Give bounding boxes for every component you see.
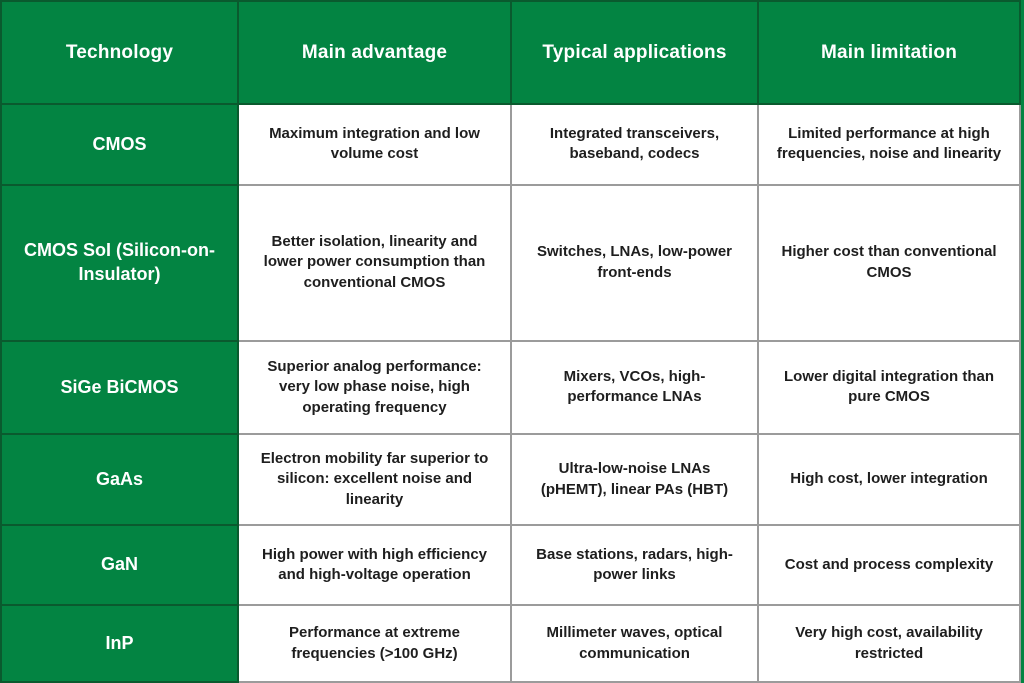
advantage-cell: High power with high efficiency and high…	[237, 523, 512, 607]
applications-cell: Integrated transceivers, baseband, codec…	[510, 103, 759, 186]
table-row: CMOS SoI (Silicon-on-Insulator) Better is…	[0, 183, 1021, 342]
applications-cell: Millimeter waves, optical communication	[510, 604, 759, 683]
applications-cell: Switches, LNAs, low-power front-ends	[510, 183, 759, 342]
table-row: SiGe BiCMOS Superior analog performance: …	[0, 339, 1021, 436]
column-header-typical-applications: Typical applications	[510, 0, 759, 105]
applications-cell: Mixers, VCOs, high-performance LNAs	[510, 339, 759, 436]
technology-cell: GaN	[0, 523, 239, 607]
limitation-cell: High cost, lower integration	[757, 433, 1021, 526]
technology-cell: InP	[0, 604, 239, 683]
advantage-cell: Electron mobility far superior to silico…	[237, 433, 512, 526]
applications-cell: Base stations, radars, high-power links	[510, 523, 759, 607]
table-row: InP Performance at extreme frequencies (>…	[0, 604, 1021, 683]
technology-cell: CMOS	[0, 103, 239, 186]
applications-cell: Ultra-low-noise LNAs (pHEMT), linear PAs…	[510, 433, 759, 526]
limitation-cell: Higher cost than conventional CMOS	[757, 183, 1021, 342]
technology-cell: GaAs	[0, 433, 239, 526]
technology-cell: CMOS SoI (Silicon-on-Insulator)	[0, 183, 239, 342]
advantage-cell: Superior analog performance: very low ph…	[237, 339, 512, 436]
column-header-main-limitation: Main limitation	[757, 0, 1021, 105]
limitation-cell: Very high cost, availability restricted	[757, 604, 1021, 683]
column-header-main-advantage: Main advantage	[237, 0, 512, 105]
limitation-cell: Limited performance at high frequencies,…	[757, 103, 1021, 186]
table-row: CMOS Maximum integration and low volume c…	[0, 103, 1021, 186]
technology-cell: SiGe BiCMOS	[0, 339, 239, 436]
table-row: GaAs Electron mobility far superior to si…	[0, 433, 1021, 526]
limitation-cell: Lower digital integration than pure CMOS	[757, 339, 1021, 436]
limitation-cell: Cost and process complexity	[757, 523, 1021, 607]
table-header-row: Technology Main advantage Typical applic…	[0, 0, 1021, 105]
advantage-cell: Maximum integration and low volume cost	[237, 103, 512, 186]
table-row: GaN High power with high efficiency and h…	[0, 523, 1021, 607]
column-header-technology: Technology	[0, 0, 239, 105]
table-body: CMOS Maximum integration and low volume c…	[0, 103, 1021, 683]
advantage-cell: Performance at extreme frequencies (>100…	[237, 604, 512, 683]
advantage-cell: Better isolation, linearity and lower po…	[237, 183, 512, 342]
